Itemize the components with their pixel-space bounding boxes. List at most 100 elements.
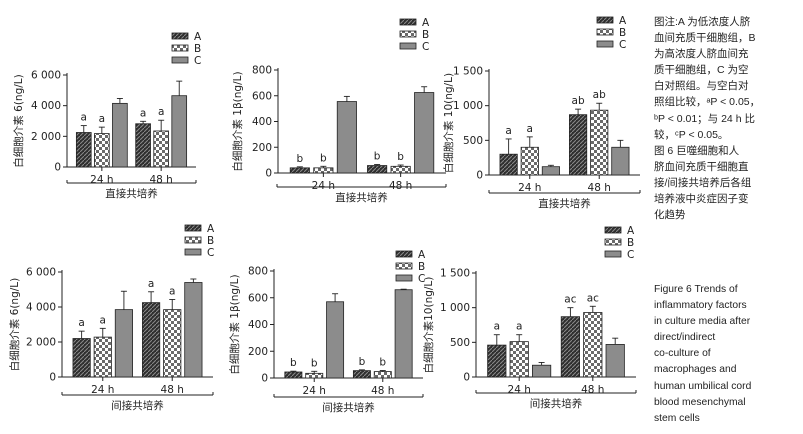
bar-a <box>352 370 371 379</box>
significance-label: a <box>78 317 84 329</box>
bar-b <box>583 312 603 378</box>
y-tick-label: 0 <box>54 162 61 174</box>
bar-c <box>611 146 630 176</box>
significance-label: ac <box>564 294 576 306</box>
y-tick-label: 6 000 <box>31 70 61 82</box>
bar-c <box>414 92 435 174</box>
bar-a <box>289 167 310 174</box>
figure-note-chinese: 图注:A 为低浓度人脐 血间充质干细胞组，B 为高浓度人脐血间充 质干细胞组，C 为空… <box>654 14 800 223</box>
note-en-line: inflammatory factors <box>654 300 747 312</box>
bar-a <box>560 316 580 378</box>
y-tick-label: 400 <box>248 319 268 331</box>
legend-swatch-a <box>184 224 202 232</box>
x-tick-label: 48 h <box>588 182 611 194</box>
note-en-line: macrophages and <box>654 364 737 376</box>
legend-swatch-a <box>596 16 614 24</box>
bar-b <box>93 336 112 378</box>
y-tick-label: 2 000 <box>31 131 61 143</box>
legend-swatch-b <box>604 238 622 246</box>
y-tick-label: 600 <box>248 292 268 304</box>
significance-label: a <box>505 125 511 137</box>
significance-label: a <box>494 321 500 333</box>
bar-a <box>75 132 92 168</box>
note-en-line: co-culture of <box>654 348 711 360</box>
legend-label: A <box>627 225 635 237</box>
note-cn-line: 为高浓度人脐血间充 <box>654 48 749 61</box>
x-axis-label: 间接共培养 <box>530 397 583 410</box>
legend-label: C <box>207 247 214 259</box>
note-cn-line: 培养液中炎症因子变 <box>654 193 749 206</box>
y-tick-label: 400 <box>252 116 272 128</box>
significance-label: a <box>140 107 146 119</box>
chart-panel-6: 0 500 1 000 1 500 白细胞介素10(ng/L) a a 24 h ac ac 48 … <box>422 225 637 410</box>
y-tick-label: 200 <box>252 142 272 154</box>
x-tick-label: 24 h <box>518 182 541 194</box>
bar-a <box>569 114 588 176</box>
legend-label: B <box>418 261 425 273</box>
note-en-line: Figure 6 Trends of <box>654 284 738 295</box>
bar-b <box>153 130 169 168</box>
significance-label: ab <box>572 95 585 107</box>
y-tick-label: 500 <box>463 135 483 147</box>
legend-label: B <box>207 235 214 247</box>
note-cn-line: 质干细胞组，C 为空 <box>654 64 749 77</box>
y-axis-label: 白细胞介素 6(ng/L) <box>12 74 25 167</box>
significance-label: a <box>99 113 105 125</box>
note-en-line: stem cells <box>654 412 700 424</box>
y-axis-label: 白细胞介素 10(ng/L) <box>442 73 455 173</box>
y-tick-label: 2 000 <box>26 337 56 349</box>
note-en-line: human umbilical cord <box>654 380 752 392</box>
x-tick-label: 48 h <box>161 384 184 396</box>
note-en-line: direct/indirect <box>654 332 716 344</box>
x-axis-label: 间接共培养 <box>322 401 375 414</box>
legend-swatch-c <box>395 274 413 282</box>
note-en-line: in culture media after <box>654 316 751 328</box>
legend-label: C <box>422 41 429 53</box>
y-tick-label: 800 <box>248 266 268 278</box>
note-cn-line: 白对照组。与空白对 <box>654 80 749 93</box>
legend-swatch-b <box>184 236 202 244</box>
bar-c <box>605 344 625 378</box>
y-tick-label: 0 <box>261 373 268 385</box>
y-tick-label: 0 <box>476 170 483 182</box>
legend-swatch-a <box>604 226 622 234</box>
note-cn-line: 化趋势 <box>654 209 686 222</box>
bar-b <box>94 133 110 168</box>
significance-label: a <box>516 321 522 333</box>
bar-a <box>499 153 518 176</box>
bar-c <box>532 364 552 378</box>
y-tick-label: 4 000 <box>26 302 56 314</box>
bar-b <box>520 146 539 176</box>
legend-label: A <box>194 31 202 43</box>
y-axis-label: 白细胞介素 1β(ng/L) <box>228 274 241 374</box>
note-cn-line: 血间充质干细胞组，B <box>654 32 756 45</box>
x-tick-label: 48 h <box>149 174 172 186</box>
significance-label: b <box>374 151 381 163</box>
significance-label: b <box>311 357 318 369</box>
legend-swatch-c <box>596 40 614 48</box>
bar-a <box>135 123 151 168</box>
note-cn-line: 较，ᶜP < 0.05。 <box>654 128 729 141</box>
x-tick-label: 24 h <box>303 385 326 397</box>
x-axis-label: 间接共培养 <box>111 399 164 412</box>
significance-label: a <box>158 106 164 118</box>
bar-b <box>313 167 334 174</box>
legend-swatch-c <box>604 250 622 258</box>
y-axis-label: 白细胞介素 1β(ng/L) <box>231 71 244 171</box>
significance-label: ac <box>587 292 599 304</box>
legend-swatch-b <box>171 44 189 52</box>
bar-c <box>114 309 133 378</box>
legend-swatch-b <box>596 28 614 36</box>
significance-label: a <box>527 123 533 135</box>
legend-swatch-b <box>399 30 417 38</box>
figure-note-english: Figure 6 Trends of inflammatory factors in… <box>654 282 800 427</box>
legend-swatch-a <box>395 250 413 258</box>
y-tick-label: 200 <box>248 346 268 358</box>
x-axis-label: 直接共培养 <box>335 191 388 204</box>
significance-label: a <box>148 278 154 290</box>
y-tick-label: 0 <box>49 372 56 384</box>
y-tick-label: 800 <box>252 65 272 77</box>
note-cn-line: 接/间接共培养后各组 <box>654 176 752 189</box>
significance-label: b <box>297 153 304 165</box>
